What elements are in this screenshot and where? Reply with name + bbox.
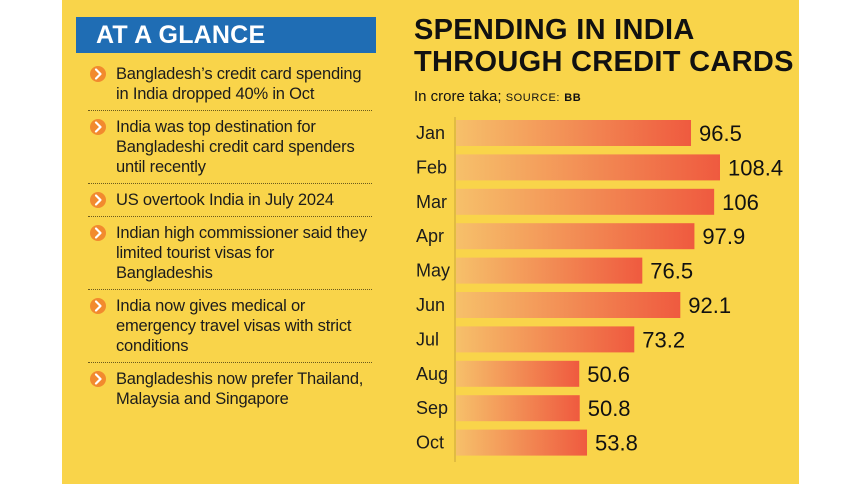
- arrow-bullet-icon: [90, 66, 106, 82]
- arrow-bullet-icon: [90, 371, 106, 387]
- source-label: SOURCE:: [505, 92, 561, 104]
- glance-bullet-text: Bangladesh’s credit card spending in Ind…: [116, 65, 362, 103]
- bar-jul: [456, 326, 635, 353]
- glance-bullet: US overtook India in July 2024: [88, 188, 372, 217]
- glance-bullet: Bangladeshis now prefer Thailand, Malays…: [88, 367, 372, 415]
- value-label-jun: 92.1: [688, 293, 731, 318]
- bar-jan: [456, 120, 692, 146]
- bar-aug: [456, 360, 580, 387]
- units-note: In crore taka;: [414, 88, 502, 105]
- category-label-jun: Jun: [416, 295, 445, 315]
- glance-bullet: Bangladesh’s credit card spending in Ind…: [88, 62, 372, 111]
- glance-bullet-text: Bangladeshis now prefer Thailand, Malays…: [116, 370, 364, 408]
- arrow-bullet-icon: [90, 192, 106, 208]
- category-label-may: May: [416, 261, 450, 281]
- value-label-oct: 53.8: [595, 431, 638, 456]
- glance-bullet: India now gives medical or emergency tra…: [88, 294, 372, 363]
- glance-bullet: Indian high commissioner said they limit…: [88, 221, 372, 290]
- infographic-canvas: AT A GLANCE Bangladesh’s credit card spe…: [62, 0, 799, 484]
- category-label-aug: Aug: [416, 364, 448, 384]
- glance-bullet-text: India was top destination for Bangladesh…: [116, 118, 355, 176]
- glance-bullet: India was top destination for Bangladesh…: [88, 115, 372, 184]
- value-label-sep: 50.8: [588, 396, 631, 421]
- chart-rows: Jan 96.5 Feb 108.4 Mar 106 Apr 97.9 May 76.5 Jun 92…: [416, 120, 783, 456]
- category-label-mar: Mar: [416, 192, 447, 212]
- at-a-glance-heading: AT A GLANCE: [76, 17, 376, 53]
- glance-bullet-text: Indian high commissioner said they limit…: [116, 224, 367, 282]
- arrow-bullet-icon: [90, 298, 106, 314]
- bar-jun: [456, 292, 681, 318]
- bar-apr: [456, 223, 695, 250]
- category-label-apr: Apr: [416, 226, 444, 246]
- chart-title: SPENDING IN INDIA THROUGH CREDIT CARDS: [414, 14, 794, 78]
- bar-feb: [456, 154, 720, 181]
- bar-mar: [456, 188, 715, 215]
- bar-may: [456, 257, 643, 284]
- arrow-bullet-icon: [90, 225, 106, 241]
- bar-oct: [456, 429, 588, 456]
- category-label-jan: Jan: [416, 123, 445, 143]
- value-label-jul: 73.2: [642, 327, 685, 352]
- value-label-may: 76.5: [650, 259, 693, 284]
- category-label-sep: Sep: [416, 398, 448, 418]
- value-label-mar: 106: [722, 190, 759, 215]
- value-label-apr: 97.9: [702, 224, 745, 249]
- value-label-jan: 96.5: [699, 121, 742, 146]
- value-label-aug: 50.6: [587, 362, 630, 387]
- glance-bullet-text: India now gives medical or emergency tra…: [116, 297, 352, 355]
- value-label-feb: 108.4: [728, 155, 783, 180]
- chart-subtitle: In crore taka; SOURCE: BB: [414, 88, 581, 105]
- source-value: BB: [564, 92, 582, 104]
- arrow-bullet-icon: [90, 119, 106, 135]
- category-label-jul: Jul: [416, 329, 439, 349]
- category-label-feb: Feb: [416, 157, 447, 177]
- bar-chart: Jan 96.5 Feb 108.4 Mar 106 Apr 97.9 May 76.5 Jun 92…: [416, 117, 783, 462]
- glance-bullet-list: Bangladesh’s credit card spending in Ind…: [88, 62, 372, 419]
- glance-bullet-text: US overtook India in July 2024: [116, 191, 334, 209]
- category-label-oct: Oct: [416, 433, 444, 453]
- bar-sep: [456, 395, 580, 422]
